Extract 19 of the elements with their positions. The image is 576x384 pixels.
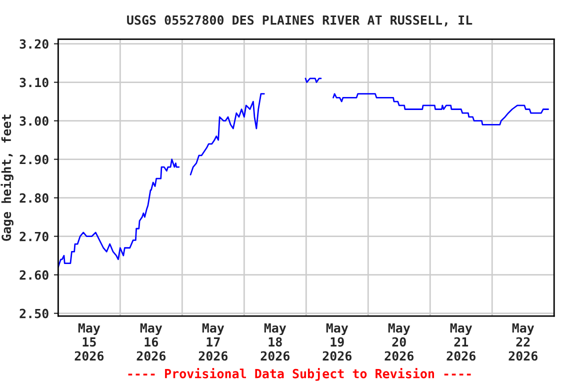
y-tick-label: 2.90 — [20, 154, 48, 164]
y-tick-label: 3.00 — [20, 116, 48, 126]
x-tick-label: May 20 2026 — [384, 323, 414, 361]
x-tick-label: May 21 2026 — [446, 323, 476, 361]
y-tick-label: 2.70 — [20, 232, 48, 242]
x-tick-label: May 18 2026 — [260, 323, 290, 361]
x-tick-label: May 15 2026 — [74, 323, 104, 361]
x-tick-label: May 16 2026 — [136, 323, 166, 361]
text: ---- Provisional Data Subject to Revision ---- — [128, 368, 471, 381]
x-tick-label: May 19 2026 — [322, 323, 352, 361]
y-tick-label: 3.20 — [20, 39, 48, 49]
y-tick-label: 2.80 — [20, 193, 48, 203]
x-tick-label: May 22 2026 — [508, 323, 538, 361]
y-tick-label: 3.10 — [20, 78, 48, 88]
y-tick-label: 2.50 — [20, 308, 48, 318]
y-tick-label: 2.60 — [20, 270, 48, 280]
y-axis-title: Gage height, feet — [0, 114, 14, 241]
chart-title: USGS 05527800 DES PLAINES RIVER AT RUSSELL, IL — [127, 15, 472, 26]
x-tick-label: May 17 2026 — [198, 323, 228, 361]
